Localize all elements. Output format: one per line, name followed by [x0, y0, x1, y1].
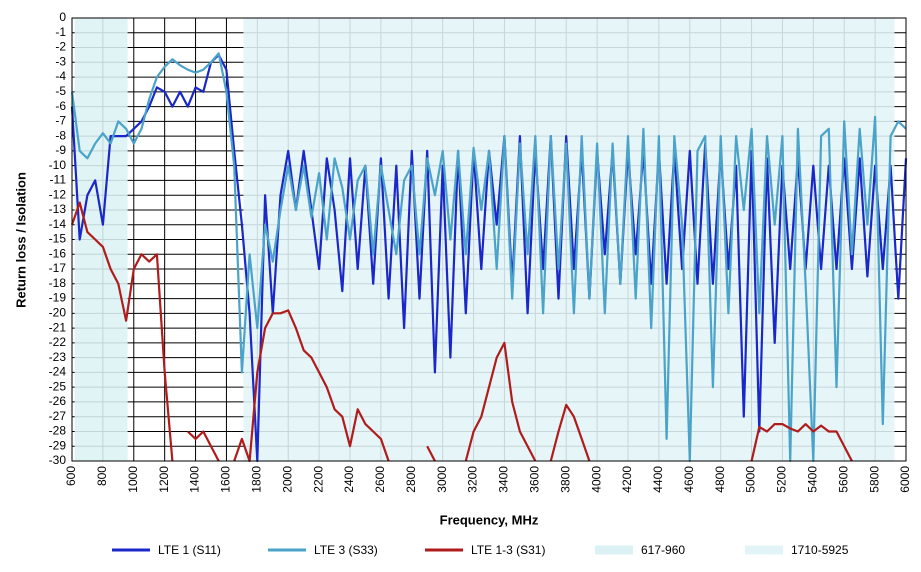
x-tick-label: 5800	[867, 466, 881, 493]
legend-label: LTE 1-3 (S31)	[471, 543, 545, 557]
x-tick-label: 2600	[373, 466, 387, 493]
x-tick-label: 600	[64, 466, 78, 486]
y-tick-label: -10	[49, 158, 67, 172]
x-tick-label: 3800	[558, 466, 572, 493]
y-tick-label: -12	[49, 187, 67, 201]
y-tick-label: -5	[55, 84, 66, 98]
y-tick-label: -28	[49, 424, 67, 438]
y-tick-label: -6	[55, 99, 66, 113]
legend-label: LTE 3 (S33)	[314, 543, 378, 557]
y-tick-label: -25	[49, 379, 67, 393]
y-tick-label: -24	[49, 365, 67, 379]
x-tick-label: 4600	[682, 466, 696, 493]
y-tick-label: -29	[49, 438, 67, 452]
x-tick-label: 4400	[651, 466, 665, 493]
y-axis-label: Return loss / Isolation	[13, 172, 28, 308]
y-tick-label: -9	[55, 143, 66, 157]
x-tick-label: 4200	[620, 466, 634, 493]
y-tick-label: -27	[49, 409, 67, 423]
x-tick-label: 5400	[806, 466, 820, 493]
y-tick-label: 0	[59, 10, 66, 24]
x-tick-label: 3400	[497, 466, 511, 493]
y-tick-label: -26	[49, 394, 67, 408]
x-tick-label: 1000	[126, 466, 140, 493]
y-tick-label: -1	[55, 25, 66, 39]
x-tick-label: 4800	[713, 466, 727, 493]
y-tick-label: -18	[49, 276, 67, 290]
x-tick-label: 2000	[280, 466, 294, 493]
band	[74, 18, 128, 461]
x-tick-label: 2800	[404, 466, 418, 493]
y-tick-label: -17	[49, 261, 67, 275]
y-tick-label: -20	[49, 306, 67, 320]
y-tick-label: -15	[49, 232, 67, 246]
x-tick-label: 800	[95, 466, 109, 486]
band	[243, 18, 895, 461]
plot-frame	[71, 17, 907, 462]
y-tick-label: -22	[49, 335, 67, 349]
y-tick-label: -19	[49, 291, 67, 305]
x-axis-label: Frequency, MHz	[440, 512, 539, 527]
x-tick-label: 3000	[435, 466, 449, 493]
x-tick-label: 3600	[528, 466, 542, 493]
y-tick-label: -21	[49, 320, 67, 334]
y-tick-label: -30	[49, 453, 67, 467]
y-tick-label: -7	[55, 114, 66, 128]
x-tick-label: 1200	[157, 466, 171, 493]
y-tick-label: -11	[50, 173, 67, 187]
x-tick-label: 1600	[219, 466, 233, 493]
x-tick-label: 5600	[836, 466, 850, 493]
x-tick-label: 3200	[466, 466, 480, 493]
y-tick-label: -23	[49, 350, 67, 364]
y-tick-label: -2	[55, 40, 66, 54]
series-line	[70, 201, 853, 463]
series-line	[70, 52, 907, 463]
x-tick-label: 1800	[250, 466, 264, 493]
x-tick-label: 2200	[311, 466, 325, 493]
legend-label: 617-960	[641, 543, 685, 557]
y-tick-label: -3	[55, 54, 66, 68]
x-tick-label: 6000	[898, 466, 912, 493]
x-tick-label: 5200	[775, 466, 789, 493]
y-tick-label: -13	[49, 202, 67, 216]
y-tick-label: -4	[55, 69, 66, 83]
x-tick-label: 4000	[589, 466, 603, 493]
legend-label: LTE 1 (S11)	[158, 543, 221, 557]
legend-label: 1710-5925	[791, 543, 849, 557]
y-tick-label: -8	[55, 128, 66, 142]
y-tick-label: -16	[49, 246, 67, 260]
x-tick-label: 5000	[744, 466, 758, 493]
x-tick-label: 2400	[342, 466, 356, 493]
y-tick-label: -14	[49, 217, 67, 231]
x-tick-label: 1400	[188, 466, 202, 493]
